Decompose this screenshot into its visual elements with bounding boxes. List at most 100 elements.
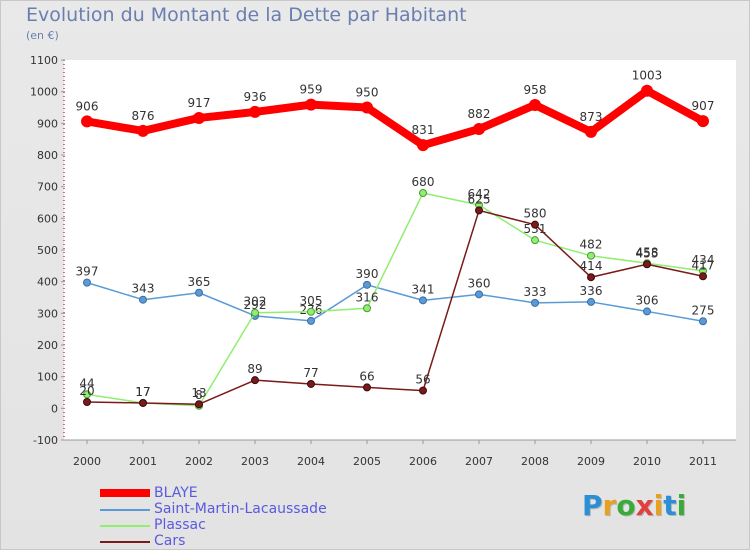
x-tick-label: 2007	[465, 455, 493, 468]
data-label: 8	[195, 388, 203, 402]
data-point	[531, 236, 539, 245]
data-point	[475, 290, 483, 299]
logo-letter: i	[676, 489, 687, 522]
x-tick-label: 2002	[185, 455, 213, 468]
data-label: 17	[135, 385, 150, 399]
data-label: 531	[524, 222, 547, 236]
data-point	[137, 124, 149, 137]
data-label: 1003	[632, 69, 663, 83]
data-point	[83, 398, 91, 406]
data-label: 882	[468, 107, 491, 121]
data-label: 20	[79, 384, 94, 398]
data-point	[531, 298, 539, 307]
legend-label: BLAYE	[154, 485, 198, 501]
x-tick-label: 2005	[353, 455, 381, 468]
data-point	[81, 115, 93, 128]
logo-letter: t	[663, 489, 677, 522]
data-point	[83, 278, 91, 287]
data-label: 390	[356, 267, 379, 281]
data-label: 343	[132, 282, 155, 296]
data-point	[475, 206, 483, 215]
data-point	[419, 296, 427, 305]
data-label: 305	[300, 294, 323, 308]
logo-letter: r	[602, 489, 617, 522]
data-point	[699, 317, 707, 326]
data-point	[363, 280, 371, 289]
data-point	[417, 139, 429, 152]
data-point	[643, 260, 651, 269]
data-point	[587, 251, 595, 260]
data-point	[251, 376, 259, 385]
data-label: 275	[692, 303, 715, 317]
y-tick-label: 500	[37, 244, 58, 257]
x-tick-label: 2004	[297, 455, 325, 468]
y-tick-label: 200	[37, 339, 58, 352]
legend-swatch	[100, 489, 150, 497]
data-point	[363, 304, 371, 313]
legend-label: Plassac	[154, 517, 206, 533]
logo-letter: i	[653, 489, 664, 522]
data-label: 482	[580, 238, 603, 252]
y-tick-label: 0	[51, 402, 58, 415]
x-tick-label: 2009	[577, 455, 605, 468]
data-label: 959	[300, 83, 323, 97]
x-tick-label: 2011	[689, 455, 717, 468]
data-label: 56	[415, 373, 430, 387]
x-tick-label: 2006	[409, 455, 437, 468]
logo-letter: o	[616, 489, 636, 522]
data-label: 455	[636, 246, 659, 260]
series-line-blaye	[86, 86, 705, 150]
y-tick-label: 1100	[30, 54, 58, 67]
data-label: 360	[468, 276, 491, 290]
y-tick-label: 1000	[30, 86, 58, 99]
data-label: 876	[132, 109, 155, 123]
data-label: 936	[244, 90, 267, 104]
data-label: 66	[359, 369, 374, 383]
data-label: 44	[79, 376, 94, 390]
data-label: 302	[244, 295, 267, 309]
legend-swatch	[100, 525, 150, 527]
data-point	[585, 125, 597, 138]
series-line-saint-martin-lacaussade	[86, 281, 704, 322]
data-label: 434	[692, 253, 715, 267]
data-point	[531, 220, 539, 229]
data-point	[587, 273, 595, 282]
data-label: 458	[636, 245, 659, 259]
chart-title: Evolution du Montant de la Dette par Hab…	[26, 4, 467, 26]
data-label: 680	[412, 175, 435, 189]
data-point	[307, 307, 315, 316]
y-tick-label: 700	[37, 181, 58, 194]
data-label: 13	[191, 386, 206, 400]
data-point	[195, 288, 203, 297]
y-tick-label: 600	[37, 212, 58, 225]
data-label: 958	[524, 83, 547, 97]
data-label: 917	[188, 96, 211, 110]
data-point	[251, 308, 259, 317]
x-tick-label: 2000	[73, 455, 101, 468]
data-label: 77	[303, 366, 318, 380]
y-tick-label: -100	[33, 434, 58, 447]
data-label: 906	[76, 99, 99, 113]
x-tick-label: 2010	[633, 455, 661, 468]
data-point	[699, 272, 707, 281]
y-tick-label: 900	[37, 117, 58, 130]
data-point	[139, 295, 147, 304]
logo-letter: P	[582, 489, 603, 522]
legend-label: Saint-Martin-Lacaussade	[154, 501, 327, 517]
data-point	[307, 316, 315, 325]
data-label: 89	[247, 362, 262, 376]
data-point	[305, 98, 317, 111]
data-point	[139, 398, 147, 407]
data-label: 417	[692, 258, 715, 272]
logo-letter: x	[635, 489, 654, 522]
data-point	[249, 105, 261, 118]
data-label: 873	[580, 110, 603, 124]
y-tick-label: 100	[37, 371, 58, 384]
legend-swatch	[100, 541, 150, 543]
data-point	[419, 386, 427, 395]
legend-label: Cars	[154, 533, 186, 549]
data-label: 625	[468, 192, 491, 206]
line-chart: -100 0 100 200 300 400 500 600 700 800 900 1000 1100…	[30, 54, 736, 468]
data-point	[419, 189, 427, 197]
data-label: 341	[412, 282, 435, 296]
